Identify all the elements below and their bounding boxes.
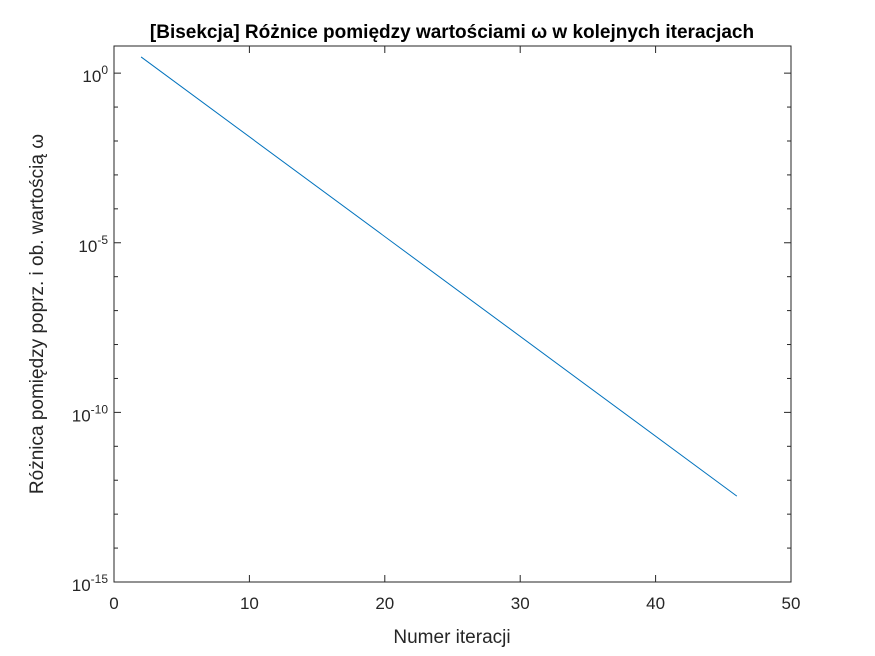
series-line <box>140 56 738 497</box>
x-tick-label: 30 <box>511 594 530 613</box>
y-tick-label: 10-5 <box>78 233 108 256</box>
chart-title: [Bisekcja] Różnice pomiędzy wartościami … <box>150 22 754 43</box>
y-tick-label: 10-15 <box>72 572 109 595</box>
x-axis-label: Numer iteracji <box>393 627 510 648</box>
x-tick-label: 50 <box>782 594 801 613</box>
series-lines <box>140 56 738 497</box>
y-tick-label: 100 <box>82 63 108 86</box>
x-tick-label: 20 <box>375 594 394 613</box>
y-axis-label: Różnica pomiędzy poprz. i ob. wartością … <box>27 134 48 494</box>
plot-area-frame <box>113 45 792 583</box>
x-tick-label: 0 <box>109 594 118 613</box>
x-tick-label: 10 <box>240 594 259 613</box>
axis-tick-labels: 0 10 20 30 40 50 100 10-5 10-10 10-15 <box>72 63 801 613</box>
y-tick-label: 10-10 <box>72 402 109 425</box>
x-tick-label: 40 <box>646 594 665 613</box>
axis-ticks <box>113 46 792 583</box>
